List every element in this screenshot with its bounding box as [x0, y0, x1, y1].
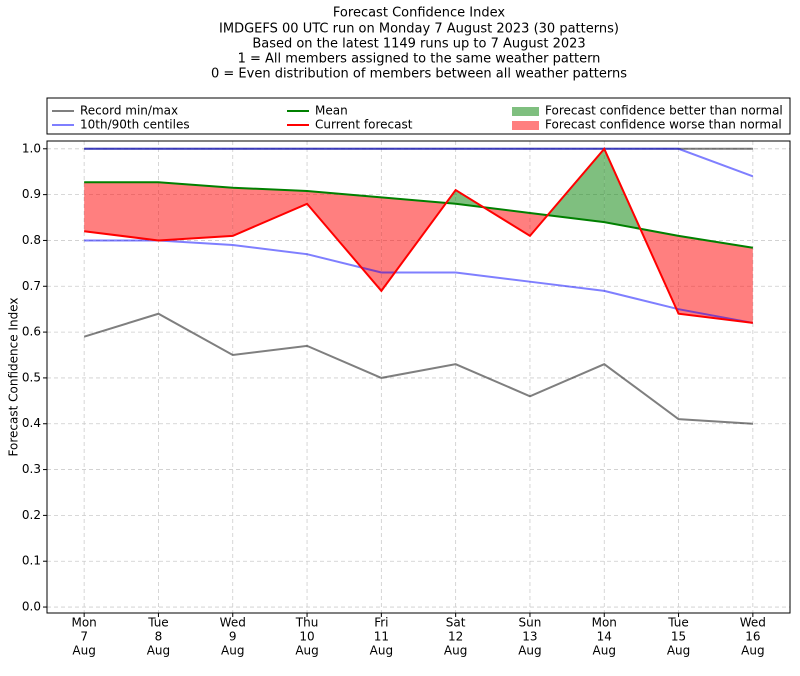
x-tick-label: Mon — [71, 616, 96, 630]
x-tick-label: Thu — [295, 616, 319, 630]
legend-swatch — [512, 121, 539, 130]
chart-subtitle: 0 = Even distribution of members between… — [211, 67, 627, 82]
y-tick-label: 0.7 — [22, 279, 41, 293]
legend-label: Record min/max — [80, 104, 178, 118]
x-tick-label: Aug — [518, 644, 541, 658]
x-tick-label: 8 — [155, 630, 163, 644]
legend-swatch — [512, 107, 539, 116]
x-tick-label: Aug — [444, 644, 467, 658]
confidence-fill — [84, 182, 159, 241]
legend-label: Mean — [315, 104, 348, 118]
series-line — [84, 147, 754, 178]
x-tick-label: Sun — [519, 616, 542, 630]
legend-label: Forecast confidence worse than normal — [545, 118, 782, 132]
series-line — [83, 312, 753, 425]
x-tick-label: Wed — [220, 616, 246, 630]
x-tick-label: 9 — [229, 630, 237, 644]
x-tick-label: 13 — [522, 630, 537, 644]
x-tick-label: Aug — [221, 644, 244, 658]
y-tick-label: 0.9 — [22, 187, 41, 201]
x-tick-label: Sat — [446, 616, 466, 630]
y-tick-label: 0.5 — [22, 370, 41, 384]
y-tick-label: 1.0 — [22, 141, 41, 155]
chart-title: Forecast Confidence Index — [333, 6, 505, 21]
confidence-fill — [678, 235, 753, 323]
legend-label: 10th/90th centiles — [80, 118, 190, 132]
x-tick-label: Aug — [741, 644, 764, 658]
confidence-fill — [307, 190, 382, 291]
x-tick-label: Mon — [592, 616, 617, 630]
x-tick-label: Aug — [147, 644, 170, 658]
x-tick-label: Aug — [295, 644, 318, 658]
x-tick-label: 16 — [745, 630, 760, 644]
x-tick-label: Aug — [667, 644, 690, 658]
legend-box — [46, 97, 791, 135]
confidence-fill — [232, 187, 308, 236]
series-line — [84, 239, 754, 324]
x-tick-label: 14 — [597, 630, 612, 644]
x-tick-label: 10 — [299, 630, 314, 644]
legend-label: Current forecast — [315, 118, 413, 132]
plot-frame — [46, 140, 791, 614]
chart-subtitle: 1 = All members assigned to the same wea… — [238, 52, 601, 67]
y-tick-label: 0.0 — [22, 600, 41, 614]
x-tick-label: Tue — [147, 616, 169, 630]
y-tick-label: 0.3 — [22, 462, 41, 476]
x-tick-label: 7 — [80, 630, 88, 644]
y-tick-label: 0.8 — [22, 233, 41, 247]
x-tick-label: Aug — [593, 644, 616, 658]
x-tick-label: Wed — [740, 616, 766, 630]
y-tick-label: 0.1 — [22, 554, 41, 568]
x-tick-label: Aug — [370, 644, 393, 658]
y-tick-label: 0.4 — [22, 416, 41, 430]
x-tick-label: 11 — [374, 630, 389, 644]
confidence-fill — [158, 182, 233, 241]
x-tick-label: Fri — [374, 616, 388, 630]
y-tick-label: 0.6 — [22, 325, 41, 339]
series-line — [84, 146, 753, 324]
x-tick-label: Tue — [667, 616, 689, 630]
chart-subtitle: IMDGEFS 00 UTC run on Monday 7 August 20… — [219, 22, 619, 37]
legend-label: Forecast confidence better than normal — [545, 104, 783, 118]
chart-subtitle: Based on the latest 1149 runs up to 7 Au… — [252, 37, 585, 52]
y-tick-label: 0.2 — [22, 508, 41, 522]
x-tick-label: 12 — [448, 630, 463, 644]
x-tick-label: 15 — [671, 630, 686, 644]
x-tick-label: Aug — [72, 644, 95, 658]
confidence-fill — [547, 148, 605, 223]
y-axis-label: Forecast Confidence Index — [7, 298, 21, 457]
